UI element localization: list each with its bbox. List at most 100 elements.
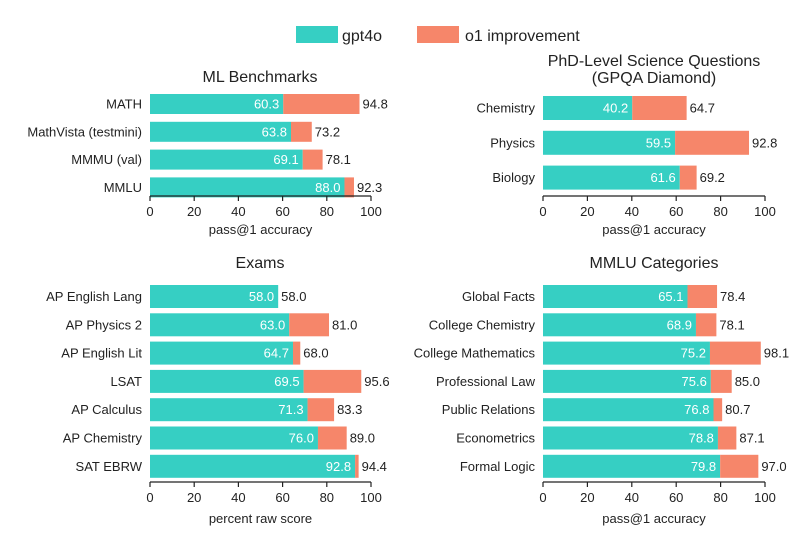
bar-o1-improvement [709, 341, 761, 365]
data-label-o1-total: 78.1 [719, 317, 744, 332]
x-tick-label: 100 [360, 204, 382, 219]
bar-gpt4o [150, 149, 303, 170]
bar-gpt4o [543, 165, 680, 190]
category-label: Public Relations [442, 402, 536, 417]
x-tick-label: 40 [231, 490, 245, 505]
data-label-gpt4o: 76.0 [289, 431, 314, 446]
data-label-o1-total: 68.0 [303, 346, 328, 361]
x-tick-label: 80 [713, 204, 727, 219]
bar-gpt4o [150, 121, 291, 142]
data-label-gpt4o: 40.2 [603, 101, 628, 116]
x-tick-label: 100 [754, 204, 776, 219]
bar-gpt4o [150, 426, 318, 450]
chart-subtitle: (GPQA Diamond) [592, 70, 716, 87]
data-label-gpt4o: 69.5 [274, 374, 299, 389]
legend-swatch-gpt4o [296, 26, 338, 43]
bar-gpt4o [150, 313, 290, 337]
bar-o1-improvement [675, 130, 750, 155]
data-label-o1-total: 73.2 [315, 124, 340, 139]
data-label-gpt4o: 88.0 [315, 180, 340, 195]
x-tick-label: 80 [713, 490, 727, 505]
data-label-o1-total: 80.7 [725, 402, 750, 417]
category-label: Professional Law [436, 374, 536, 389]
bar-o1-improvement [289, 313, 330, 337]
bar-o1-improvement [710, 369, 732, 393]
category-label: AP English Lit [61, 346, 142, 361]
data-label-o1-total: 92.3 [357, 180, 382, 195]
data-label-gpt4o: 76.8 [684, 402, 709, 417]
bar-gpt4o [543, 285, 688, 308]
x-tick-label: 100 [360, 490, 382, 505]
bar-gpt4o [543, 369, 711, 393]
legend-label-gpt4o: gpt4o [342, 28, 382, 45]
data-label-gpt4o: 78.8 [689, 431, 714, 446]
bar-o1-improvement [679, 165, 697, 190]
data-label-gpt4o: 64.7 [264, 346, 289, 361]
data-label-gpt4o: 61.6 [650, 170, 675, 185]
x-tick-label: 0 [539, 204, 546, 219]
x-tick-label: 60 [669, 204, 683, 219]
category-label: AP Calculus [71, 402, 142, 417]
data-label-gpt4o: 58.0 [249, 289, 274, 304]
x-tick-label: 60 [669, 490, 683, 505]
bar-o1-improvement [717, 426, 737, 450]
data-label-gpt4o: 75.6 [682, 374, 707, 389]
bar-gpt4o [150, 398, 308, 422]
bar-gpt4o [150, 454, 356, 478]
bar-o1-improvement [355, 454, 359, 478]
legend-swatch-improvement [417, 26, 459, 43]
x-tick-label: 0 [146, 204, 153, 219]
data-label-gpt4o: 68.9 [667, 317, 692, 332]
legend-label-improvement: o1 improvement [465, 28, 580, 45]
bar-gpt4o [543, 96, 633, 120]
bar-o1-improvement [290, 121, 312, 142]
data-label-gpt4o: 63.0 [260, 317, 285, 332]
bar-o1-improvement [283, 94, 360, 114]
data-label-o1-total: 58.0 [281, 289, 306, 304]
x-tick-label: 40 [625, 490, 639, 505]
bar-o1-improvement [713, 398, 723, 422]
x-tick-label: 60 [275, 490, 289, 505]
data-label-o1-total: 95.6 [364, 374, 389, 389]
bar-gpt4o [543, 313, 696, 337]
category-label: Global Facts [462, 289, 535, 304]
category-label: Econometrics [456, 431, 535, 446]
data-label-gpt4o: 79.8 [691, 459, 716, 474]
x-axis-label: pass@1 accuracy [602, 222, 706, 237]
x-tick-label: 20 [580, 204, 594, 219]
x-tick-label: 0 [539, 490, 546, 505]
category-label: AP Chemistry [63, 431, 143, 446]
data-label-gpt4o: 63.8 [262, 124, 287, 139]
bar-o1-improvement [687, 285, 718, 308]
x-tick-label: 40 [231, 204, 245, 219]
category-label: College Chemistry [429, 317, 536, 332]
x-tick-label: 40 [625, 204, 639, 219]
chart-title: ML Benchmarks [203, 69, 318, 86]
data-label-gpt4o: 71.3 [278, 402, 303, 417]
data-label-o1-total: 92.8 [752, 135, 777, 150]
data-label-o1-total: 98.1 [764, 346, 789, 361]
x-tick-label: 20 [187, 204, 201, 219]
chart-title: MMLU Categories [590, 255, 719, 272]
category-label: LSAT [110, 374, 142, 389]
data-label-gpt4o: 92.8 [326, 459, 351, 474]
data-label-o1-total: 64.7 [690, 101, 715, 116]
category-label: Formal Logic [460, 459, 536, 474]
category-label: MMLU [104, 180, 142, 195]
category-label: College Mathematics [414, 346, 536, 361]
bar-gpt4o [543, 454, 721, 478]
bar-o1-improvement [303, 369, 362, 393]
data-label-o1-total: 69.2 [700, 170, 725, 185]
data-label-o1-total: 94.4 [362, 459, 387, 474]
category-label: AP English Lang [46, 289, 142, 304]
data-label-o1-total: 83.3 [337, 402, 362, 417]
bar-o1-improvement [720, 454, 759, 478]
bar-gpt4o [150, 94, 284, 114]
data-label-gpt4o: 65.1 [658, 289, 683, 304]
category-label: SAT EBRW [76, 459, 143, 474]
chart-title: PhD-Level Science Questions [548, 53, 761, 70]
bar-gpt4o [150, 285, 279, 308]
data-label-o1-total: 78.1 [326, 152, 351, 167]
data-label-o1-total: 97.0 [761, 459, 786, 474]
